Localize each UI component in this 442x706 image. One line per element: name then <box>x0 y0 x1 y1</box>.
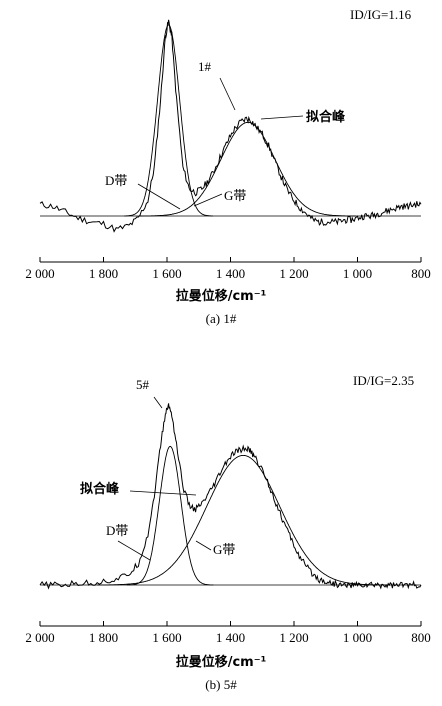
sample-leader-b <box>153 396 163 409</box>
x-tick-label: 1 400 <box>216 266 245 281</box>
x-tick-labels-b: 2 000 1 800 1 600 1 400 1 200 1 000 800 <box>25 630 430 645</box>
fitted-peak-label-a: 拟合峰 <box>306 109 346 125</box>
x-tick-label: 2 000 <box>25 266 54 281</box>
x-axis-label-a: 拉曼位移/cm⁻¹ <box>176 288 267 304</box>
panel-a: 2 000 1 800 1 600 1 400 1 200 1 000 800 ID/IG=… <box>25 7 430 326</box>
panel-b: 2 000 1 800 1 600 1 400 1 200 1 000 800 ID/IG=… <box>25 373 430 692</box>
spectrum-line-a <box>39 19 422 233</box>
d-band-fit-a <box>124 24 213 217</box>
x-ticks-b <box>39 621 422 626</box>
x-tick-label: 2 000 <box>25 630 54 645</box>
sample-label-a: 1# <box>198 59 212 74</box>
g-band-fit-b <box>97 454 390 586</box>
x-tick-label: 800 <box>411 266 431 281</box>
sample-label-b: 5# <box>136 377 150 392</box>
ratio-label-b: ID/IG=2.35 <box>353 373 414 388</box>
x-tick-label: 1 800 <box>89 266 118 281</box>
fitted-peak-leader-a <box>260 115 304 120</box>
caption-a: (a) 1# <box>206 311 237 326</box>
x-tick-label: 1 400 <box>216 630 245 645</box>
g-band-label-a: G带 <box>224 188 246 203</box>
d-band-label-b: D带 <box>106 523 128 538</box>
g-band-label-b: G带 <box>213 542 235 557</box>
x-tick-label: 1 600 <box>152 266 181 281</box>
g-band-fit-a <box>140 121 356 217</box>
d-band-leader-a <box>137 183 181 210</box>
x-tick-label: 1 000 <box>343 630 372 645</box>
x-ticks-a <box>39 257 422 262</box>
sample-leader-a <box>219 77 236 111</box>
x-tick-label: 1 200 <box>279 630 308 645</box>
spectrum-line-b <box>39 403 422 590</box>
caption-b: (b) 5# <box>205 677 237 692</box>
fitted-peak-leader-b <box>129 490 197 496</box>
g-band-leader-a <box>193 193 223 207</box>
d-band-label-a: D带 <box>105 173 127 188</box>
x-tick-label: 1 000 <box>343 266 372 281</box>
d-band-leader-b <box>117 540 151 561</box>
ratio-label-a: ID/IG=1.16 <box>350 7 412 22</box>
fitted-peak-label-b: 拟合峰 <box>80 481 120 497</box>
x-tick-labels-a: 2 000 1 800 1 600 1 400 1 200 1 000 800 <box>25 266 430 281</box>
x-tick-label: 1 600 <box>152 630 181 645</box>
x-tick-label: 800 <box>411 630 431 645</box>
d-band-fit-b <box>126 445 214 586</box>
x-tick-label: 1 800 <box>89 630 118 645</box>
x-axis-label-b: 拉曼位移/cm⁻¹ <box>176 654 267 670</box>
g-band-leader-b <box>195 540 212 551</box>
x-tick-label: 1 200 <box>279 266 308 281</box>
